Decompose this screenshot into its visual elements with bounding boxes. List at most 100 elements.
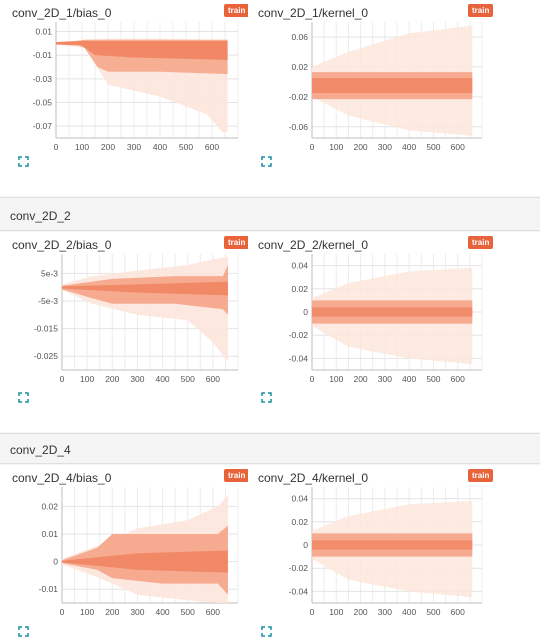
x-tick-label: 500 [426,374,440,384]
fullscreen-icon[interactable] [261,626,272,637]
y-tick-label: 0.02 [291,284,308,294]
x-tick-label: 600 [206,374,220,384]
x-tick-label: 100 [329,374,343,384]
y-tick-label: -0.04 [289,353,309,363]
y-tick-label: -0.03 [33,74,53,84]
x-tick-label: 400 [402,142,416,152]
fullscreen-icon[interactable] [18,392,29,403]
x-tick-label: 600 [451,374,465,384]
inner-band [312,540,473,550]
x-tick-label: 500 [181,374,195,384]
fullscreen-icon[interactable] [261,156,272,167]
histogram-chart[interactable]: 5e-3 -5e-3 -0.015 -0.025 0 100 200 300 400 500 600 [0,232,248,392]
run-badge: train [468,4,494,17]
inner-band [56,40,228,60]
x-tick-label: 0 [310,607,315,617]
group-title: conv_2D_4 [10,443,71,457]
y-tick-label: -0.02 [289,330,309,340]
x-tick-label: 0 [60,607,65,617]
y-tick-label: -0.05 [33,97,53,107]
x-tick-label: 100 [75,142,89,152]
x-tick-label: 300 [130,374,144,384]
y-tick-label: -0.02 [289,92,309,102]
y-tick-label: 0.02 [291,62,308,72]
y-tick-label: -0.07 [33,121,53,131]
y-tick-label: -0.015 [34,324,58,334]
x-tick-label: 500 [179,142,193,152]
histogram-chart[interactable]: 0.06 0.02 -0.02 -0.060 100 200 300 400 500 600 [248,0,540,160]
y-tick-label: 0.02 [291,517,308,527]
section-divider [0,197,540,198]
x-tick-label: 200 [353,142,367,152]
x-tick-label: 300 [378,142,392,152]
inner-band [312,78,473,94]
y-tick-label: -0.025 [34,351,58,361]
x-tick-label: 100 [80,607,94,617]
x-tick-label: 200 [105,374,119,384]
x-tick-label: 400 [153,142,167,152]
card-title: conv_2D_4/bias_0 [12,471,112,485]
x-tick-label: 500 [181,607,195,617]
y-tick-label: -0.01 [39,584,59,594]
y-tick-label: 0.04 [291,261,308,271]
y-tick-label: -5e-3 [38,296,58,306]
x-tick-label: 100 [329,142,343,152]
x-tick-label: 600 [206,607,220,617]
run-badge: train [468,469,494,482]
y-tick-label: -0.02 [289,563,309,573]
x-tick-label: 400 [155,374,169,384]
x-tick-label: 100 [329,607,343,617]
x-tick-label: 600 [205,142,219,152]
x-tick-label: 500 [426,142,440,152]
x-tick-label: 0 [54,142,59,152]
x-tick-label: 200 [353,607,367,617]
chart-card: conv_2D_2/bias_0 train 5e-3 -5e-3 -0.015 -0… [0,232,250,432]
x-tick-label: 200 [101,142,115,152]
x-tick-label: 100 [80,374,94,384]
x-tick-label: 0 [310,374,315,384]
x-tick-label: 200 [105,607,119,617]
group-title: conv_2D_2 [10,209,71,223]
run-badge: train [468,236,494,249]
x-tick-label: 0 [60,374,65,384]
x-tick-label: 400 [155,607,169,617]
x-tick-label: 200 [353,374,367,384]
card-title: conv_2D_4/kernel_0 [258,471,369,485]
card-title: conv_2D_1/bias_0 [12,6,112,20]
chart-card: conv_2D_1/bias_0 train 0.01 -0.01 -0.03 -0.… [0,0,250,196]
chart-card: conv_2D_4/kernel_0 train 0.04 0.02 0 -0.02 -… [248,465,540,639]
x-tick-label: 600 [451,607,465,617]
x-tick-label: 300 [127,142,141,152]
inner-band [62,281,228,296]
y-tick-label: 0 [303,540,308,550]
x-tick-label: 300 [378,374,392,384]
x-tick-label: 400 [402,607,416,617]
y-tick-label: 0 [303,307,308,317]
card-title: conv_2D_2/kernel_0 [258,238,369,252]
chart-card: conv_2D_4/bias_0 train 0.02 0.01 0 -0.01 0 10… [0,465,250,639]
y-tick-label: 0.01 [41,529,58,539]
x-tick-label: 300 [378,607,392,617]
inner-band [62,550,228,573]
y-tick-label: 0.04 [291,494,308,504]
run-badge: train [224,236,250,249]
x-tick-label: 400 [402,374,416,384]
histogram-chart[interactable]: 0.01 -0.01 -0.03 -0.05 -0.07 0 100 200 300 400 500… [0,0,248,160]
card-title: conv_2D_1/kernel_0 [258,6,369,20]
y-tick-label: 0 [53,557,58,567]
x-tick-label: 0 [310,142,315,152]
histogram-chart[interactable]: 0.02 0.01 0 -0.01 0 100 200 300 400 500 600 [0,465,248,625]
y-tick-label: 0.02 [41,501,58,511]
y-tick-label: 0.06 [291,32,308,42]
chart-card: conv_2D_2/kernel_0 train 0.04 0.02 0 -0.02 -… [248,232,540,432]
run-badge: train [224,4,250,17]
fullscreen-icon[interactable] [18,626,29,637]
inner-band [312,307,473,317]
fullscreen-icon[interactable] [18,156,29,167]
histogram-chart[interactable]: 0.04 0.02 0 -0.02 -0.04 0 100 200 300 400 500 600 [248,232,540,392]
y-tick-label: 5e-3 [41,268,58,278]
fullscreen-icon[interactable] [261,392,272,403]
section-divider [0,433,540,434]
histogram-chart[interactable]: 0.04 0.02 0 -0.02 -0.04 0 100 200 300 400 500 600 [248,465,540,625]
x-tick-label: 500 [426,607,440,617]
